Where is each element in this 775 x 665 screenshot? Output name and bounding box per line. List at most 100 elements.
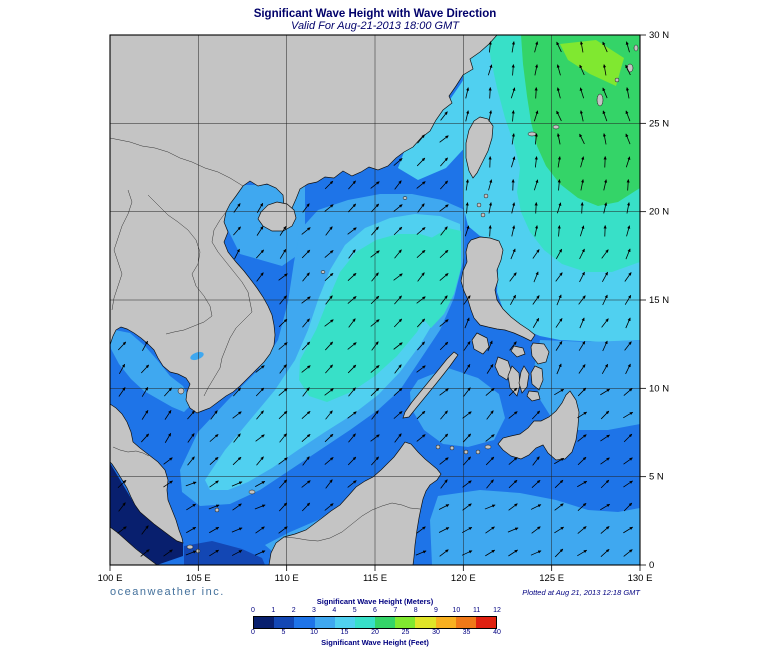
legend-tick-label: 25 — [401, 629, 410, 636]
wave-arrow — [370, 203, 380, 213]
wave-arrow — [624, 272, 632, 282]
wave-arrow — [347, 272, 357, 282]
wave-arrow — [278, 273, 288, 281]
legend-tick-label: 5 — [352, 607, 357, 614]
wave-arrow — [256, 226, 264, 236]
wave-arrow — [577, 480, 588, 488]
border-line — [282, 502, 421, 542]
wave-arrow — [302, 456, 310, 466]
wave-arrow — [347, 480, 357, 488]
wave-arrow — [625, 248, 631, 260]
wave-arrow — [301, 249, 311, 259]
wave-arrow — [625, 87, 630, 99]
wave-arrow — [231, 550, 243, 556]
land-palawan — [402, 351, 459, 419]
wave-arrow — [579, 64, 585, 76]
wave-arrow — [531, 410, 541, 420]
wave-arrow — [511, 133, 515, 145]
wave-arrow — [534, 64, 539, 76]
wave-arrow — [301, 296, 311, 304]
colorbar-cell — [354, 617, 376, 628]
wave-arrow — [416, 249, 426, 259]
land-taiwan — [465, 116, 494, 179]
wave-arrow — [324, 388, 334, 396]
wave-arrow — [579, 271, 585, 283]
wave-arrow — [325, 295, 333, 305]
wave-arrow — [256, 202, 264, 213]
wave-arrow — [626, 202, 631, 214]
wave-arrow — [465, 110, 470, 122]
legend-tick-label: 1 — [271, 607, 276, 614]
wave-arrow — [600, 410, 610, 420]
wave-height-region — [110, 330, 190, 412]
wave-arrow — [233, 203, 241, 213]
wave-arrow — [625, 156, 631, 168]
wave-arrow — [555, 318, 563, 328]
wave-arrow — [209, 549, 220, 557]
wave-arrow — [440, 479, 448, 489]
wave-arrow — [324, 503, 334, 511]
wave-arrow — [488, 41, 492, 53]
wave-arrow — [393, 204, 403, 212]
y-tick-label: 10 N — [649, 383, 669, 394]
wave-arrow — [416, 365, 426, 373]
wave-arrow — [555, 248, 563, 259]
wave-arrow — [463, 295, 471, 305]
wave-arrow — [511, 41, 515, 53]
wave-arrow — [416, 318, 426, 328]
wave-arrow — [464, 225, 470, 237]
wave-arrow — [209, 456, 219, 465]
y-tick-label: 15 N — [649, 295, 669, 306]
wave-arrow — [555, 340, 563, 351]
wave-arrow — [509, 341, 517, 351]
wave-arrow — [623, 549, 633, 557]
colorbar-cell — [375, 617, 396, 628]
legend-tick-label: 2 — [291, 607, 296, 614]
wave-arrow — [187, 456, 195, 466]
wave-arrow — [301, 341, 311, 351]
wave-arrow — [254, 550, 266, 556]
small-island — [463, 449, 469, 455]
wave-arrow — [508, 411, 518, 419]
small-island — [435, 444, 441, 450]
wave-arrow — [485, 456, 495, 466]
small-island — [177, 387, 185, 395]
wave-arrow — [601, 318, 609, 328]
wave-arrow — [440, 180, 448, 190]
wave-arrow — [579, 41, 584, 53]
wave-arrow — [600, 479, 610, 489]
wave-arrow — [600, 549, 610, 557]
wave-arrow — [485, 388, 495, 396]
wave-arrow — [463, 433, 471, 443]
legend-tick-label: 10 — [452, 607, 461, 614]
wave-arrow — [533, 271, 539, 283]
x-tick-label: 120 E — [451, 573, 476, 584]
wave-arrow — [487, 64, 493, 76]
wave-arrow — [347, 364, 357, 374]
wave-arrow — [279, 225, 287, 236]
legend-tick-label: 0 — [251, 629, 255, 636]
wave-arrow — [210, 410, 218, 420]
wave-arrow — [623, 480, 633, 488]
legend-tick-label: 8 — [413, 607, 418, 614]
wave-arrow — [233, 226, 241, 236]
small-island — [214, 507, 220, 513]
wave-arrow — [348, 387, 356, 397]
wave-arrow — [438, 527, 450, 533]
wave-arrow — [231, 527, 243, 533]
wave-arrow — [256, 410, 264, 420]
wave-arrow — [279, 502, 287, 512]
wave-arrow — [301, 502, 311, 512]
wave-arrow — [393, 226, 403, 236]
wave-arrow — [600, 434, 610, 442]
grid-lines — [110, 35, 640, 565]
colorbar-cell — [435, 617, 456, 628]
wave-arrow — [625, 317, 631, 329]
legend-tick-label: 20 — [371, 629, 379, 636]
wave-arrow — [534, 133, 538, 145]
small-island — [248, 489, 256, 495]
wave-arrow — [556, 87, 561, 99]
wave-arrow — [580, 156, 585, 168]
wave-arrow — [556, 41, 562, 53]
wave-arrow — [624, 341, 632, 351]
